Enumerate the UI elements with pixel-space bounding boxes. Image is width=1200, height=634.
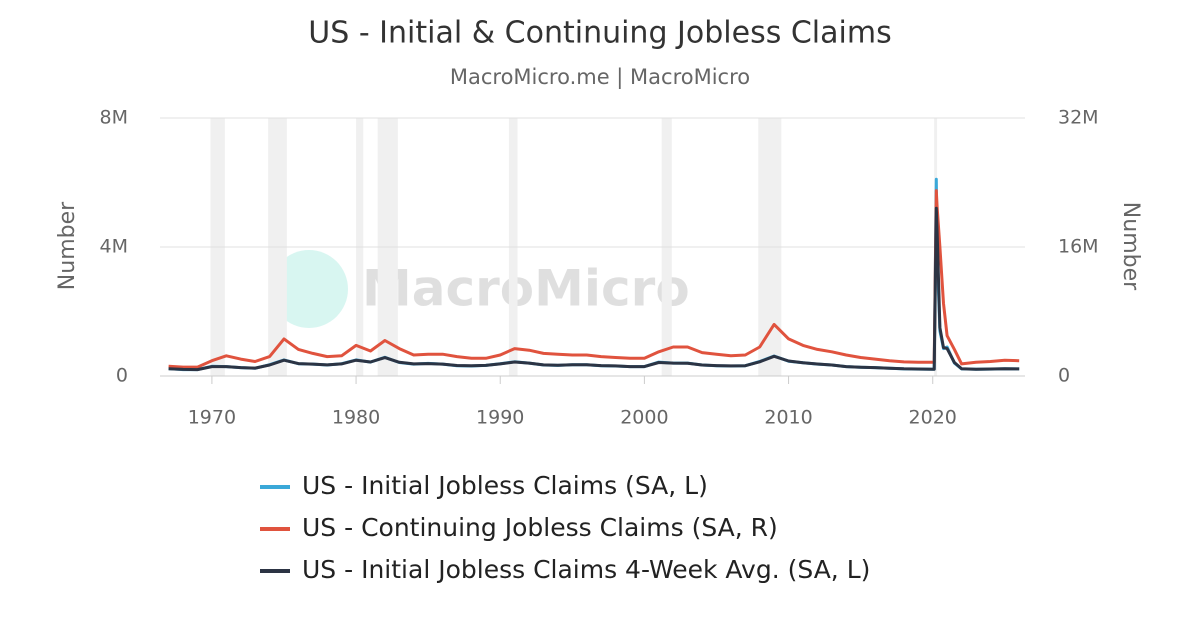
chart-subtitle: MacroMicro.me | MacroMicro [450, 65, 750, 90]
legend-label: US - Initial Jobless Claims (SA, L) [302, 471, 708, 500]
watermark-logo [270, 250, 348, 328]
chart-title: US - Initial & Continuing Jobless Claims [308, 16, 891, 51]
y-tick-label: 8M [100, 107, 128, 129]
y-axis-title: Number [55, 201, 80, 290]
y-tick-label: 0 [116, 365, 128, 387]
x-tick-label: 2010 [764, 407, 812, 429]
series-line [168, 206, 1020, 372]
watermark: MacroMicro [362, 260, 690, 318]
x-tick-label: 2020 [909, 407, 957, 429]
y2-tick-label: 0 [1058, 365, 1070, 387]
x-tick-label: 1980 [332, 407, 380, 429]
y2-tick-label: 32M [1058, 107, 1099, 129]
legend-label: US - Continuing Jobless Claims (SA, R) [302, 513, 778, 542]
legend-label: US - Initial Jobless Claims 4-Week Avg. … [302, 555, 870, 584]
x-tick-label: 2000 [620, 407, 668, 429]
x-tick-label: 1990 [476, 407, 524, 429]
y-tick-label: 4M [100, 236, 128, 258]
x-tick-label: 1970 [188, 407, 236, 429]
y2-axis-title: Number [1118, 202, 1143, 291]
y2-tick-label: 16M [1058, 236, 1099, 258]
